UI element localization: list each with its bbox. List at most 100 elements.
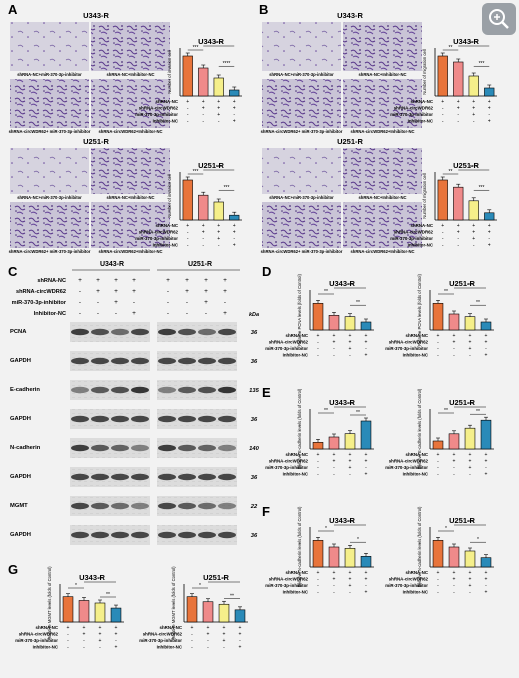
treatment-sign: + bbox=[202, 106, 205, 112]
bar-4 bbox=[360, 556, 372, 568]
treatment-sign: - bbox=[453, 590, 455, 596]
micrograph bbox=[10, 79, 89, 128]
blot-strip bbox=[157, 496, 237, 516]
blot-sign: - bbox=[79, 310, 81, 317]
treatment-sign: + bbox=[457, 99, 460, 105]
chart-title: U343-R bbox=[198, 37, 224, 46]
treatment-sign: + bbox=[67, 625, 70, 631]
blot-band bbox=[131, 502, 149, 510]
kda-value: 140 bbox=[249, 446, 259, 452]
treatment-sign: + bbox=[485, 577, 488, 583]
treatment-sign: - bbox=[442, 112, 444, 118]
treatment-label: Inhibitor-NC bbox=[403, 472, 429, 477]
treatment-sign: - bbox=[453, 472, 455, 478]
treatment-sign: - bbox=[191, 632, 193, 638]
chart-title: U343-R bbox=[79, 573, 105, 582]
treatment-sign: + bbox=[472, 236, 475, 242]
treatment-sign: - bbox=[365, 583, 367, 589]
treatment-sign: + bbox=[457, 106, 460, 112]
treatment-sign: + bbox=[488, 99, 491, 105]
chart-A-U251-R: U251-R Number of invasion cell *** *** *** sh… bbox=[135, 161, 242, 249]
chart-title: U343-R bbox=[329, 398, 355, 407]
treatment-sign: + bbox=[349, 340, 352, 346]
blot-band bbox=[111, 415, 129, 423]
micrograph bbox=[262, 22, 341, 71]
treatment-label: shRNA-circWDR62 bbox=[389, 459, 429, 464]
treatment-sign: + bbox=[317, 333, 320, 339]
treatment-sign: + bbox=[202, 99, 205, 105]
blot-band bbox=[131, 531, 149, 539]
treatment-sign: - bbox=[83, 638, 85, 644]
chart-title: U251-R bbox=[449, 516, 475, 525]
treatment-sign: + bbox=[317, 452, 320, 458]
treatment-sign: + bbox=[365, 590, 368, 596]
bar-3 bbox=[468, 200, 479, 221]
blot-band bbox=[198, 357, 216, 365]
sig-label: *** bbox=[347, 520, 353, 526]
western-blot-panel: C U343-R U251-R shRNA-NC + + + + + + + + shRNA-circW… bbox=[8, 261, 260, 545]
protein-label: GAPDH bbox=[10, 416, 31, 422]
bar-4 bbox=[480, 419, 492, 450]
bar-4 bbox=[234, 609, 246, 623]
treatment-sign: + bbox=[472, 223, 475, 229]
treatment-sign: - bbox=[457, 119, 459, 125]
treatment-sign: - bbox=[317, 577, 319, 583]
treatment-sign: - bbox=[333, 590, 335, 596]
micrograph bbox=[262, 148, 341, 194]
blot-band bbox=[178, 531, 196, 539]
bar-3 bbox=[218, 603, 230, 623]
treatment-sign: + bbox=[349, 570, 352, 576]
treatment-sign: - bbox=[365, 346, 367, 352]
kda-value: 36 bbox=[251, 475, 258, 481]
treatment-sign: - bbox=[453, 465, 455, 471]
blot-band bbox=[91, 444, 109, 452]
treatment-sign: + bbox=[333, 570, 336, 576]
sig-label: ** bbox=[222, 577, 226, 583]
sig-label: ** bbox=[98, 577, 102, 583]
kda-label: kDa bbox=[249, 312, 259, 318]
blot-band bbox=[178, 386, 196, 394]
panel-letter-D: D bbox=[262, 264, 271, 279]
treatment-label: shRNA-circWDR62 bbox=[143, 632, 183, 637]
treatment-sign: + bbox=[488, 230, 491, 236]
blot-band bbox=[111, 444, 129, 452]
blot-band bbox=[178, 328, 196, 336]
blot-band bbox=[91, 357, 109, 365]
treatment-sign: + bbox=[202, 223, 205, 229]
blot-strip bbox=[157, 380, 237, 400]
treatment-sign: - bbox=[453, 346, 455, 352]
blot-band bbox=[218, 473, 236, 481]
blot-band bbox=[198, 415, 216, 423]
bar-1 bbox=[182, 179, 193, 221]
blot-band bbox=[158, 473, 176, 481]
treatment-sign: + bbox=[317, 570, 320, 576]
blot-sign: - bbox=[97, 310, 99, 317]
treatment-label: miR-370-3p-inhibitor bbox=[390, 236, 433, 241]
blot-band bbox=[218, 357, 236, 365]
bar-3 bbox=[344, 433, 356, 450]
treatment-sign: - bbox=[317, 346, 319, 352]
treatment-label: shRNA-NC bbox=[411, 99, 434, 104]
y-axis-label: Relative E-cadherin levels (folds of Con… bbox=[297, 388, 302, 469]
treatment-label: shRNA-NC bbox=[286, 570, 309, 575]
treatment-sign: + bbox=[469, 459, 472, 465]
treatment-sign: - bbox=[67, 638, 69, 644]
treatment-sign: - bbox=[437, 577, 439, 583]
y-axis-label: Relative PCNA levels (folds of Control) bbox=[297, 274, 302, 346]
micrograph bbox=[10, 148, 89, 194]
chart-D-U343-R: U343-R Relative PCNA levels (folds of Con… bbox=[265, 274, 374, 359]
treatment-sign: + bbox=[469, 333, 472, 339]
treatment-sign: - bbox=[365, 465, 367, 471]
bar-2 bbox=[78, 600, 90, 623]
blot-band bbox=[131, 415, 149, 423]
treatment-label: shRNA-NC bbox=[286, 333, 309, 338]
protein-label: N-cadherin bbox=[10, 445, 41, 451]
treatment-sign: + bbox=[333, 459, 336, 465]
sig-label: *** bbox=[347, 283, 353, 289]
blot-sign: + bbox=[185, 277, 189, 284]
protein-label: GAPDH bbox=[10, 532, 31, 538]
micrograph-caption: shRNA-NC+miR-370-3p-inhibitor bbox=[17, 195, 82, 200]
zoom-in-icon[interactable] bbox=[482, 3, 516, 35]
blot-sign: + bbox=[132, 310, 136, 317]
